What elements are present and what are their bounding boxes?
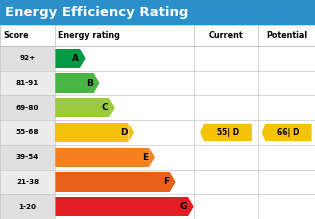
Text: F: F bbox=[163, 177, 169, 186]
Text: Energy Efficiency Rating: Energy Efficiency Rating bbox=[5, 6, 188, 19]
FancyBboxPatch shape bbox=[55, 98, 109, 117]
Text: 69-80: 69-80 bbox=[16, 105, 39, 111]
Text: D: D bbox=[120, 128, 127, 137]
Text: 1-20: 1-20 bbox=[19, 204, 37, 210]
FancyBboxPatch shape bbox=[55, 49, 80, 68]
Text: Potential: Potential bbox=[266, 31, 307, 40]
Polygon shape bbox=[80, 49, 86, 68]
FancyBboxPatch shape bbox=[55, 73, 94, 93]
FancyBboxPatch shape bbox=[0, 25, 315, 46]
Polygon shape bbox=[94, 73, 100, 93]
FancyBboxPatch shape bbox=[0, 0, 315, 25]
Polygon shape bbox=[170, 172, 176, 192]
FancyBboxPatch shape bbox=[0, 170, 55, 194]
Text: G: G bbox=[180, 202, 187, 211]
Text: 66| D: 66| D bbox=[277, 128, 300, 137]
Text: C: C bbox=[101, 103, 108, 112]
Text: Energy rating: Energy rating bbox=[58, 31, 120, 40]
Text: 55-68: 55-68 bbox=[16, 129, 39, 136]
FancyBboxPatch shape bbox=[55, 123, 129, 142]
Text: A: A bbox=[72, 54, 79, 63]
Polygon shape bbox=[109, 98, 115, 117]
Polygon shape bbox=[200, 124, 252, 141]
FancyBboxPatch shape bbox=[0, 46, 55, 71]
Text: Score: Score bbox=[3, 31, 29, 40]
FancyBboxPatch shape bbox=[0, 145, 55, 170]
Text: B: B bbox=[86, 79, 93, 88]
FancyBboxPatch shape bbox=[0, 71, 55, 95]
FancyBboxPatch shape bbox=[55, 172, 170, 192]
Text: Current: Current bbox=[209, 31, 243, 40]
Polygon shape bbox=[262, 124, 312, 141]
Text: 39-54: 39-54 bbox=[16, 154, 39, 160]
Polygon shape bbox=[129, 123, 134, 142]
Text: 21-38: 21-38 bbox=[16, 179, 39, 185]
Polygon shape bbox=[149, 148, 155, 167]
FancyBboxPatch shape bbox=[55, 197, 188, 216]
FancyBboxPatch shape bbox=[55, 148, 149, 167]
Text: 55| D: 55| D bbox=[217, 128, 239, 137]
FancyBboxPatch shape bbox=[0, 120, 55, 145]
FancyBboxPatch shape bbox=[0, 194, 55, 219]
FancyBboxPatch shape bbox=[0, 95, 55, 120]
Text: 92+: 92+ bbox=[20, 55, 36, 61]
Text: 81-91: 81-91 bbox=[16, 80, 39, 86]
Polygon shape bbox=[188, 197, 194, 216]
Text: E: E bbox=[142, 153, 148, 162]
